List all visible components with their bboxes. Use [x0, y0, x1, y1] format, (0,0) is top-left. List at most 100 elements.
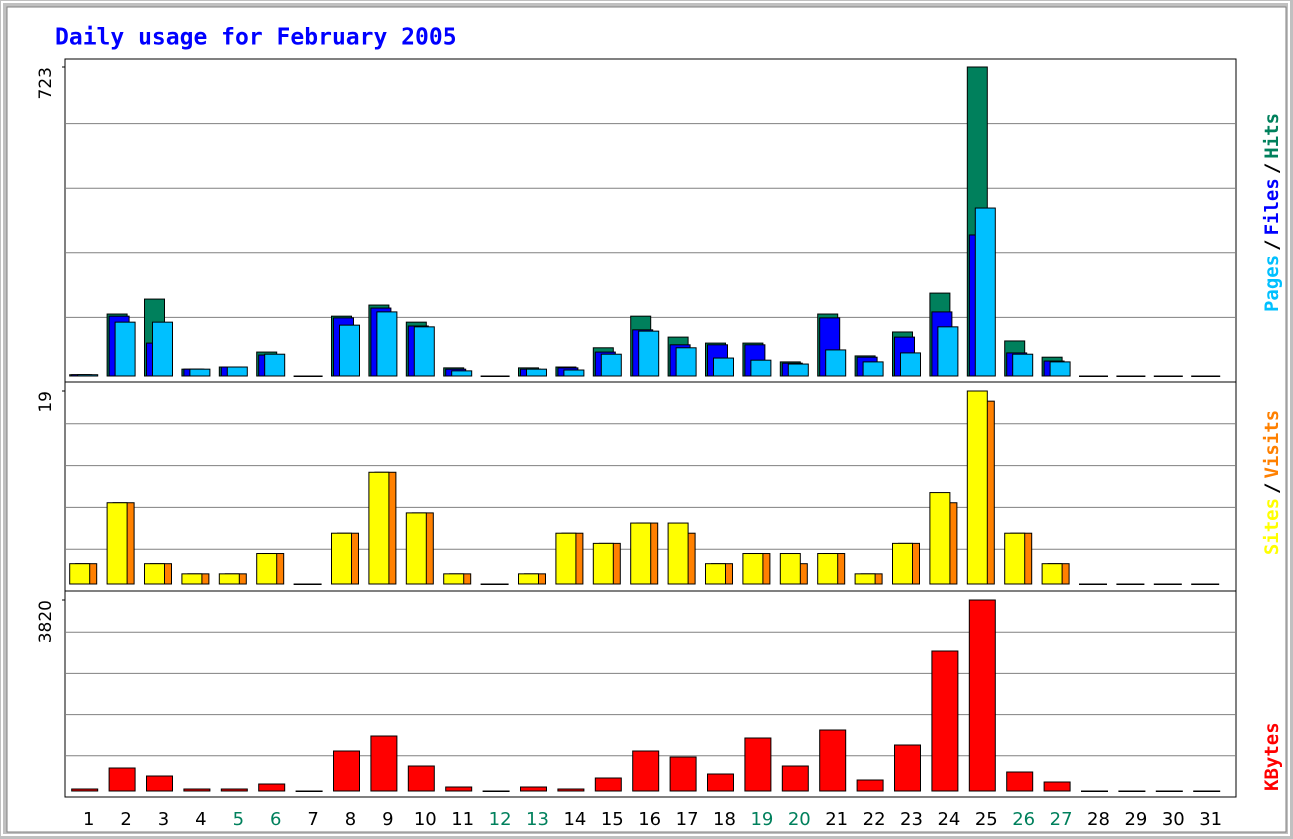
x-tick-label: 17: [676, 809, 699, 830]
bar: [339, 324, 360, 377]
x-tick-label: 14: [563, 809, 586, 830]
y-tick-label: 3820: [36, 600, 56, 643]
bar: [1155, 790, 1183, 792]
bar: [220, 788, 248, 792]
bar: [1161, 375, 1183, 377]
x-tick-label: 26: [1012, 809, 1035, 830]
bar: [600, 353, 622, 377]
x-tick-label: 7: [307, 809, 318, 830]
x-tick-label: 2: [120, 809, 131, 830]
bar: [592, 542, 614, 585]
bar: [713, 357, 734, 377]
x-tick-label: 1: [83, 809, 94, 830]
x-tick-label: 12: [489, 809, 512, 830]
bar: [1116, 583, 1138, 585]
bar: [108, 767, 136, 792]
bar: [407, 765, 435, 792]
bar: [480, 583, 502, 585]
bar: [301, 375, 323, 377]
bar: [669, 756, 697, 792]
bar: [825, 349, 847, 377]
bar: [594, 777, 622, 792]
y-tick-label: 723: [36, 67, 56, 99]
bar: [264, 353, 286, 377]
bar: [968, 599, 996, 792]
x-tick-label: 9: [382, 809, 393, 830]
bar: [69, 563, 91, 585]
x-tick-label: 15: [601, 809, 624, 830]
bar: [862, 361, 884, 377]
bar: [226, 366, 248, 377]
bar: [630, 522, 652, 585]
x-tick-label: 16: [638, 809, 661, 830]
x-tick-label: 3: [158, 809, 169, 830]
bar: [368, 471, 390, 585]
bar: [1087, 375, 1108, 377]
bar: [451, 370, 473, 377]
bar: [189, 368, 211, 377]
x-tick-label: 25: [975, 809, 998, 830]
bar: [518, 573, 539, 585]
bar: [966, 390, 988, 585]
bar: [488, 375, 510, 377]
legend-separator: /: [1261, 239, 1283, 250]
bar: [520, 786, 547, 792]
bar: [526, 368, 547, 377]
bar: [1041, 563, 1063, 585]
x-tick-label: 10: [414, 809, 437, 830]
x-tick-label: 20: [788, 809, 811, 830]
x-tick-label: 13: [526, 809, 549, 830]
bar: [1079, 583, 1100, 585]
legend: Sites / Visits: [1261, 410, 1283, 555]
legend-entry: Sites: [1261, 498, 1283, 555]
bar: [1006, 771, 1034, 792]
bar: [742, 553, 764, 585]
bar: [974, 207, 996, 377]
bar: [77, 374, 99, 377]
bar: [1043, 781, 1071, 792]
bar: [817, 553, 839, 585]
legend: KBytes: [1261, 722, 1283, 791]
bar: [333, 750, 360, 792]
bar: [892, 542, 913, 585]
x-tick-label: 8: [345, 809, 356, 830]
panel: [64, 58, 1237, 383]
bar: [1118, 790, 1146, 792]
bar: [443, 573, 465, 585]
x-tick-label: 21: [825, 809, 848, 830]
bar: [1081, 790, 1108, 792]
legend-entry: Visits: [1261, 410, 1283, 479]
bar: [152, 321, 173, 377]
bar: [707, 773, 734, 792]
bar: [937, 326, 959, 377]
bar: [1191, 583, 1213, 585]
bar: [482, 790, 510, 792]
x-tick-label: 5: [233, 809, 244, 830]
x-tick-label: 23: [900, 809, 923, 830]
bar: [445, 786, 473, 792]
bar: [376, 311, 398, 377]
bar: [1004, 532, 1026, 585]
legend-entry: Files: [1261, 178, 1283, 235]
bar: [413, 326, 435, 377]
bar: [114, 321, 136, 377]
x-tick-label: 6: [270, 809, 281, 830]
bar: [1049, 361, 1071, 377]
bar: [705, 563, 726, 585]
x-tick-label: 28: [1087, 809, 1110, 830]
bar: [779, 553, 801, 585]
y-tick-label: 19: [36, 391, 56, 413]
legend-entry: Hits: [1261, 113, 1283, 159]
x-tick-label: 27: [1050, 809, 1073, 830]
legend-entry: Pages: [1261, 255, 1283, 312]
bar: [900, 352, 921, 377]
bar: [894, 744, 921, 792]
bar: [854, 573, 876, 585]
bar: [405, 512, 427, 585]
bar: [370, 735, 398, 792]
bar: [1153, 583, 1175, 585]
bar: [744, 737, 772, 792]
x-tick-label: 22: [863, 809, 886, 830]
bar: [1193, 790, 1221, 792]
chart-title: Daily usage for February 2005: [55, 25, 457, 51]
